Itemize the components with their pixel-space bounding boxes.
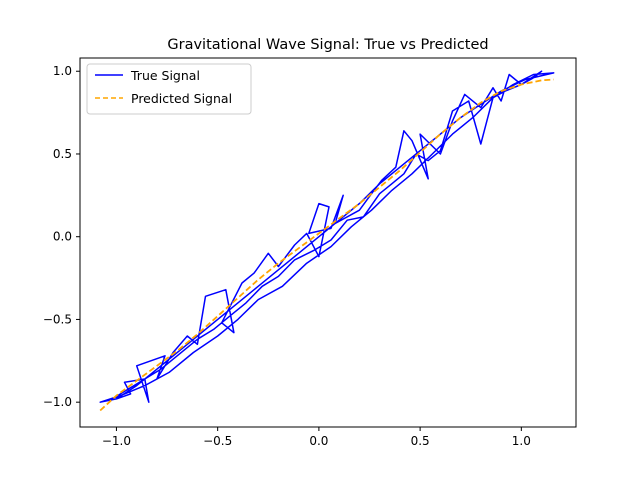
legend: True Signal Predicted Signal: [86, 63, 252, 115]
axes-frame: [79, 57, 577, 428]
series-line-predicted-signal: [99, 78, 554, 412]
legend-label-true-signal: True Signal: [130, 68, 200, 83]
chart-title: Gravitational Wave Signal: True vs Predi…: [167, 37, 488, 53]
plot-layer: −1.0 −0.5 0.0 0.5 1.0 −1.0 −0.5 0.0 0.5 1.0: [43, 57, 577, 448]
legend-label-predicted-signal: Predicted Signal: [131, 91, 232, 106]
y-tick-label: −1.0: [43, 395, 72, 409]
x-tick-label: 0.0: [309, 434, 328, 448]
y-tick-label: 1.0: [53, 64, 72, 78]
legend-frame: [86, 63, 252, 115]
y-tick-label: 0.0: [53, 230, 72, 244]
x-tick-label: 0.5: [411, 434, 430, 448]
y-tick-label: −0.5: [43, 312, 72, 326]
x-tick-label: 1.0: [512, 434, 531, 448]
x-tick-label: −1.0: [102, 434, 131, 448]
y-tick-label: 0.5: [53, 147, 72, 161]
x-tick-label: −0.5: [203, 434, 232, 448]
